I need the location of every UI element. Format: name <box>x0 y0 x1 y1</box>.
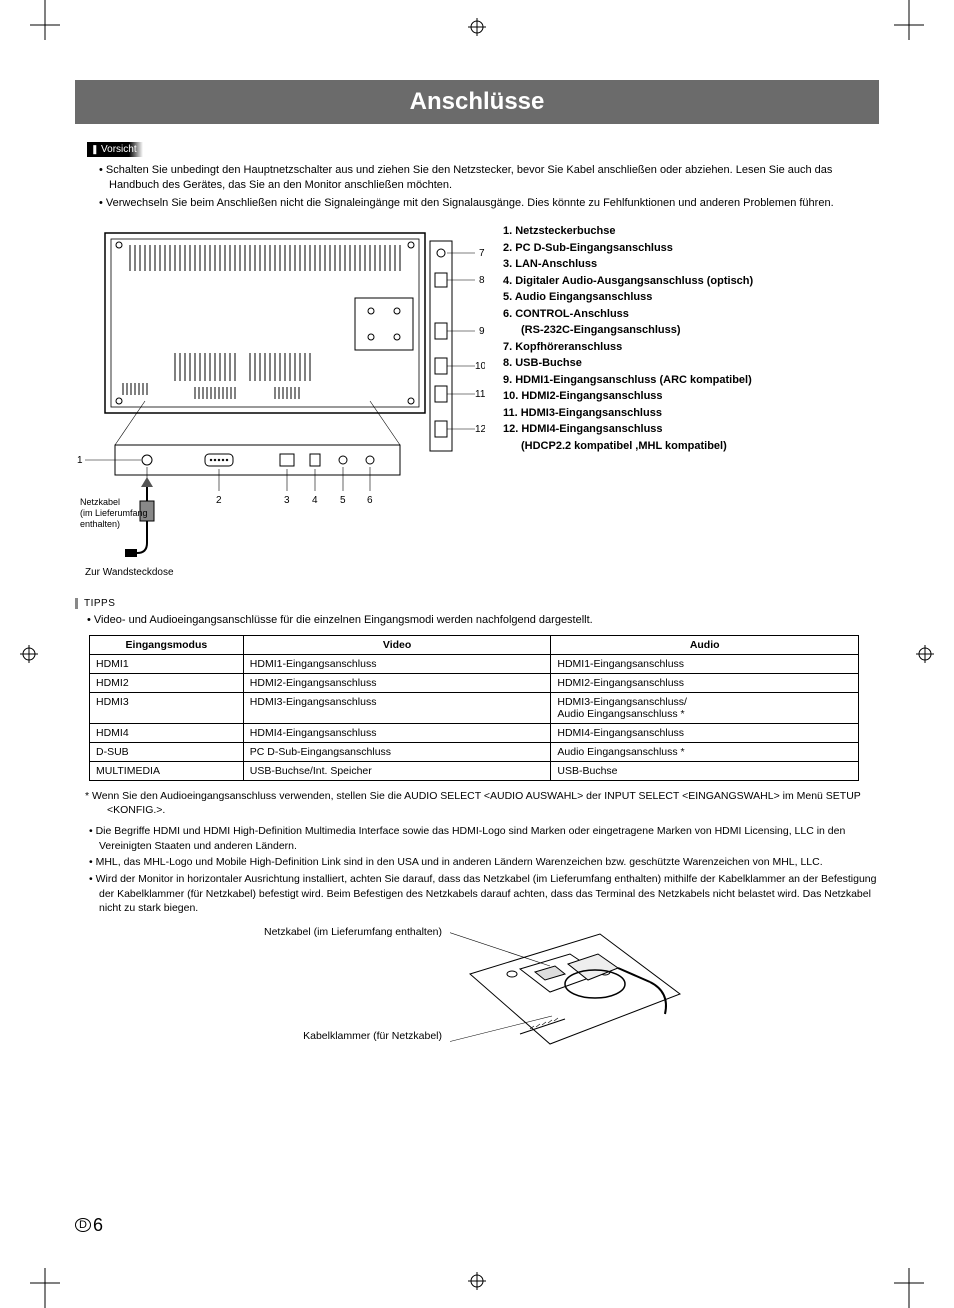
table-cell: MULTIMEDIA <box>90 761 244 780</box>
table-cell: PC D-Sub-Eingangsanschluss <box>243 742 551 761</box>
port-item: 11. HDMI3-Eingangsanschluss <box>503 405 753 422</box>
port-item-sub: (RS-232C-Eingangsanschluss) <box>521 322 753 339</box>
port-item: 6. CONTROL-Anschluss <box>503 306 753 323</box>
rear-panel-diagram: 7 8 9 10 11 12 1 2 3 4 5 6 <box>75 223 485 586</box>
port-legend: 1. Netzsteckerbuchse 2. PC D-Sub-Eingang… <box>503 223 753 454</box>
notes-list: Die Begriffe HDMI und HDMI High-Definiti… <box>89 824 879 916</box>
svg-text:11: 11 <box>475 389 485 400</box>
svg-text:2: 2 <box>216 495 222 506</box>
port-item: 10. HDMI2-Eingangsanschluss <box>503 388 753 405</box>
tips-label: TIPPS <box>75 598 879 609</box>
clamp-label-2: Kabelklammer (für Netzkabel) <box>264 1030 442 1042</box>
clamp-labels: Netzkabel (im Lieferumfang enthalten) Ka… <box>264 924 442 1074</box>
port-item: 8. USB-Buchse <box>503 355 753 372</box>
page-number: D6 <box>75 1215 103 1236</box>
caution-item: Schalten Sie unbedingt den Hauptnetzscha… <box>99 163 879 194</box>
table-cell: HDMI3 <box>90 692 244 723</box>
registration-mark-bottom <box>468 1272 486 1290</box>
note-item: Die Begriffe HDMI und HDMI High-Definiti… <box>89 824 879 853</box>
table-header: Audio <box>551 635 859 654</box>
port-item: 1. Netzsteckerbuchse <box>503 223 753 240</box>
table-cell: HDMI4 <box>90 723 244 742</box>
svg-text:10: 10 <box>475 361 485 372</box>
svg-text:9: 9 <box>479 326 485 337</box>
tips-intro: Video- und Audioeingangsanschlüsse für d… <box>87 613 879 628</box>
caution-badge: Vorsicht <box>87 142 143 157</box>
table-footnote: Wenn Sie den Audioeingangsanschluss verw… <box>97 789 879 818</box>
io-table: Eingangsmodus Video Audio HDMI1HDMI1-Ein… <box>89 635 859 781</box>
table-cell: HDMI2 <box>90 673 244 692</box>
table-cell: HDMI1 <box>90 654 244 673</box>
clamp-label-1: Netzkabel (im Lieferumfang enthalten) <box>264 926 442 938</box>
svg-text:1: 1 <box>77 455 83 466</box>
svg-text:Zur Wandsteckdose: Zur Wandsteckdose <box>85 567 174 578</box>
caution-list: Schalten Sie unbedingt den Hauptnetzscha… <box>99 163 879 211</box>
note-item: Wird der Monitor in horizontaler Ausrich… <box>89 872 879 916</box>
svg-text:8: 8 <box>479 275 485 286</box>
page-title: Anschlüsse <box>75 80 879 124</box>
svg-text:enthalten): enthalten) <box>80 519 120 529</box>
table-cell: HDMI2-Eingangsanschluss <box>243 673 551 692</box>
port-item: 7. Kopfhöreranschluss <box>503 339 753 356</box>
table-header: Eingangsmodus <box>90 635 244 654</box>
table-cell: Audio Eingangsanschluss * <box>551 742 859 761</box>
table-cell: D-SUB <box>90 742 244 761</box>
cable-clamp-diagram <box>450 924 690 1074</box>
table-cell: USB-Buchse <box>551 761 859 780</box>
table-cell: HDMI3-Eingangsanschluss <box>243 692 551 723</box>
crop-mark-bl <box>30 1258 60 1308</box>
note-item: MHL, das MHL-Logo und Mobile High-Defini… <box>89 855 879 870</box>
svg-text:6: 6 <box>367 495 373 506</box>
svg-text:Netzkabel: Netzkabel <box>80 497 120 507</box>
table-header: Video <box>243 635 551 654</box>
table-cell: HDMI4-Eingangsanschluss <box>551 723 859 742</box>
port-item: 9. HDMI1-Eingangsanschluss (ARC kompatib… <box>503 372 753 389</box>
svg-text:3: 3 <box>284 495 290 506</box>
port-item: 5. Audio Eingangsanschluss <box>503 289 753 306</box>
svg-text:4: 4 <box>312 495 318 506</box>
port-item-sub: (HDCP2.2 kompatibel ,MHL kompatibel) <box>521 438 753 455</box>
svg-text:12: 12 <box>475 424 485 435</box>
port-item: 2. PC D-Sub-Eingangsanschluss <box>503 240 753 257</box>
svg-text:(im Lieferumfang: (im Lieferumfang <box>80 508 148 518</box>
svg-text:5: 5 <box>340 495 346 506</box>
table-cell: HDMI1-Eingangsanschluss <box>243 654 551 673</box>
table-cell: HDMI2-Eingangsanschluss <box>551 673 859 692</box>
port-item: 12. HDMI4-Eingangsanschluss <box>503 421 753 438</box>
table-cell: HDMI3-Eingangsanschluss/Audio Eingangsan… <box>551 692 859 723</box>
caution-item: Verwechseln Sie beim Anschließen nicht d… <box>99 196 879 211</box>
crop-mark-br <box>894 1258 924 1308</box>
port-item: 3. LAN-Anschluss <box>503 256 753 273</box>
port-item: 4. Digitaler Audio-Ausgangsanschluss (op… <box>503 273 753 290</box>
table-cell: HDMI1-Eingangsanschluss <box>551 654 859 673</box>
svg-text:7: 7 <box>479 248 485 259</box>
table-cell: HDMI4-Eingangsanschluss <box>243 723 551 742</box>
table-cell: USB-Buchse/Int. Speicher <box>243 761 551 780</box>
